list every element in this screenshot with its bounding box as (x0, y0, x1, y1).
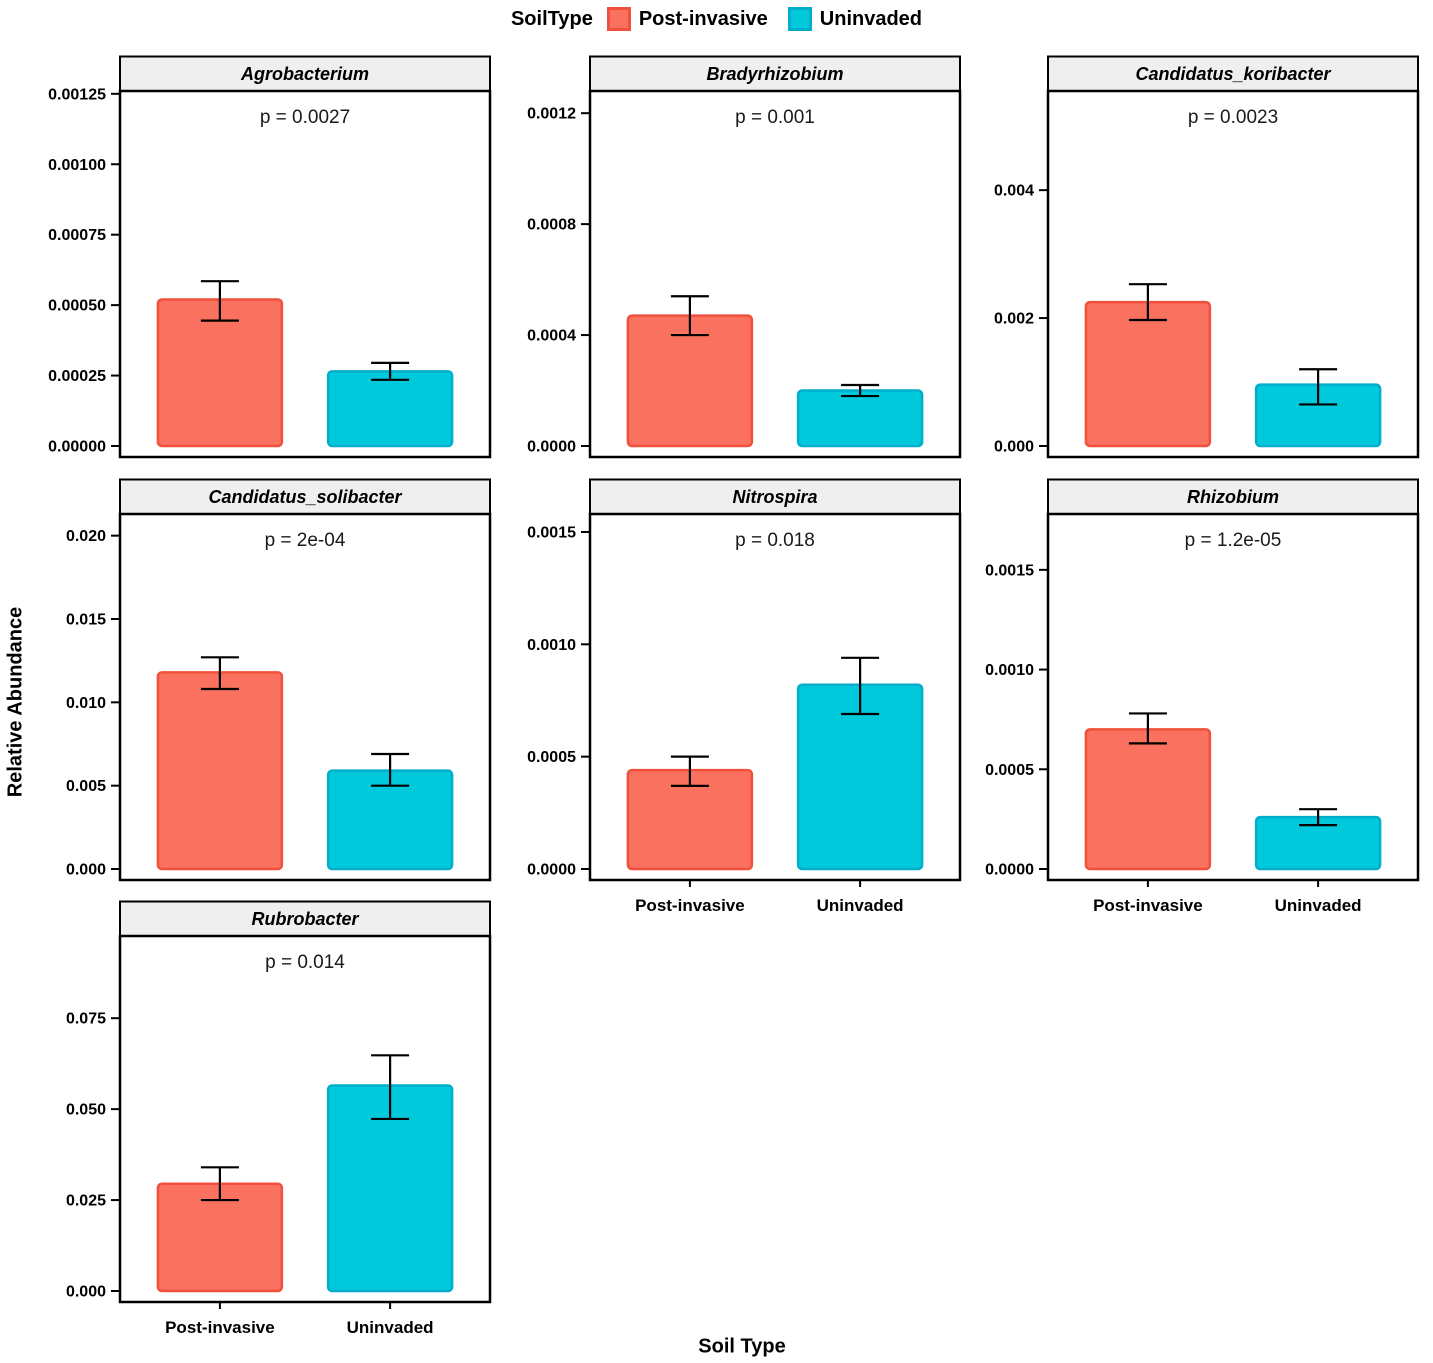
svg-text:0.050: 0.050 (66, 1102, 106, 1119)
svg-text:0.002: 0.002 (994, 311, 1034, 328)
svg-text:Candidatus_koribacter: Candidatus_koribacter (1135, 64, 1331, 84)
svg-text:0.015: 0.015 (66, 612, 106, 629)
svg-text:0.0015: 0.0015 (985, 562, 1034, 579)
svg-text:p = 0.018: p = 0.018 (735, 530, 815, 551)
facet-panel-Rhizobium: Rhizobium 0.0000 0.0005 0.0010 0.0015 Post-in… (985, 478, 1420, 915)
svg-text:0.0005: 0.0005 (527, 749, 576, 766)
legend-label-uninvaded: Uninvaded (819, 7, 923, 30)
svg-text:Bradyrhizobium: Bradyrhizobium (706, 64, 843, 84)
svg-text:Nitrospira: Nitrospira (732, 487, 817, 507)
svg-text:0.000: 0.000 (66, 862, 106, 879)
svg-text:0.0010: 0.0010 (985, 662, 1034, 679)
svg-text:0.0000: 0.0000 (527, 862, 576, 879)
facet-panel-Candidatus_solibacter: Candidatus_solibacter 0.000 0.005 0.010 0.01… (66, 478, 492, 882)
svg-text:Post-invasive: Post-invasive (635, 896, 745, 915)
facet-panel-Bradyrhizobium: Bradyrhizobium 0.0000 0.0004 0.0008 0.0012 p … (527, 55, 962, 459)
svg-text:Uninvaded: Uninvaded (817, 896, 904, 915)
svg-text:Agrobacterium: Agrobacterium (240, 64, 369, 84)
x-axis-title: Soil Type (698, 1335, 786, 1358)
svg-text:0.010: 0.010 (66, 695, 106, 712)
svg-text:0.00075: 0.00075 (48, 227, 106, 244)
svg-text:Rhizobium: Rhizobium (1187, 487, 1279, 507)
svg-text:0.00050: 0.00050 (48, 298, 106, 315)
svg-text:p = 0.0027: p = 0.0027 (260, 107, 350, 128)
svg-text:0.005: 0.005 (66, 778, 106, 795)
svg-text:0.0015: 0.0015 (527, 524, 576, 541)
svg-text:0.00025: 0.00025 (48, 368, 106, 385)
svg-text:p = 0.014: p = 0.014 (265, 952, 345, 973)
svg-text:0.025: 0.025 (66, 1193, 106, 1210)
svg-text:p = 0.0023: p = 0.0023 (1188, 107, 1278, 128)
legend: SoilType Post-invasive Uninvaded (0, 2, 1433, 36)
facet-panel-Agrobacterium: Agrobacterium 0.00000 0.00025 0.00050 0.0007… (48, 55, 492, 459)
svg-text:0.004: 0.004 (994, 183, 1034, 200)
legend-label-post-invasive: Post-invasive (638, 7, 768, 30)
svg-text:Candidatus_solibacter: Candidatus_solibacter (208, 487, 402, 507)
svg-text:0.0008: 0.0008 (527, 217, 576, 234)
facet-panel-Nitrospira: Nitrospira 0.0000 0.0005 0.0010 0.0015 Post-i… (527, 478, 962, 915)
svg-text:0.0004: 0.0004 (527, 328, 576, 345)
svg-text:0.00100: 0.00100 (48, 157, 106, 174)
svg-text:0.0000: 0.0000 (985, 862, 1034, 879)
facet-panel-Rubrobacter: Rubrobacter 0.000 0.025 0.050 0.075 Post-inva… (66, 900, 492, 1337)
svg-text:Rubrobacter: Rubrobacter (251, 909, 359, 929)
svg-text:0.0000: 0.0000 (527, 439, 576, 456)
facet-panel-Candidatus_koribacter: Candidatus_koribacter 0.000 0.002 0.004 p = … (994, 55, 1420, 459)
svg-text:0.020: 0.020 (66, 528, 106, 545)
svg-text:p = 1.2e-05: p = 1.2e-05 (1185, 530, 1282, 551)
svg-text:Uninvaded: Uninvaded (1275, 896, 1362, 915)
svg-text:0.0010: 0.0010 (527, 637, 576, 654)
legend-title: SoilType (510, 7, 593, 30)
svg-text:Uninvaded: Uninvaded (347, 1318, 434, 1337)
svg-text:Post-invasive: Post-invasive (1093, 896, 1203, 915)
svg-text:0.0005: 0.0005 (985, 762, 1034, 779)
svg-text:p = 2e-04: p = 2e-04 (265, 530, 346, 551)
svg-text:0.0012: 0.0012 (527, 106, 576, 123)
svg-text:p = 0.001: p = 0.001 (735, 107, 815, 128)
legend-swatch-post-invasive-icon (606, 7, 631, 31)
svg-text:0.00125: 0.00125 (48, 86, 106, 103)
legend-swatch-uninvaded-icon (787, 7, 812, 31)
svg-text:Post-invasive: Post-invasive (165, 1318, 275, 1337)
svg-text:0.00000: 0.00000 (48, 439, 106, 456)
svg-text:0.000: 0.000 (994, 439, 1034, 456)
svg-text:0.000: 0.000 (66, 1284, 106, 1301)
svg-text:0.075: 0.075 (66, 1011, 106, 1028)
